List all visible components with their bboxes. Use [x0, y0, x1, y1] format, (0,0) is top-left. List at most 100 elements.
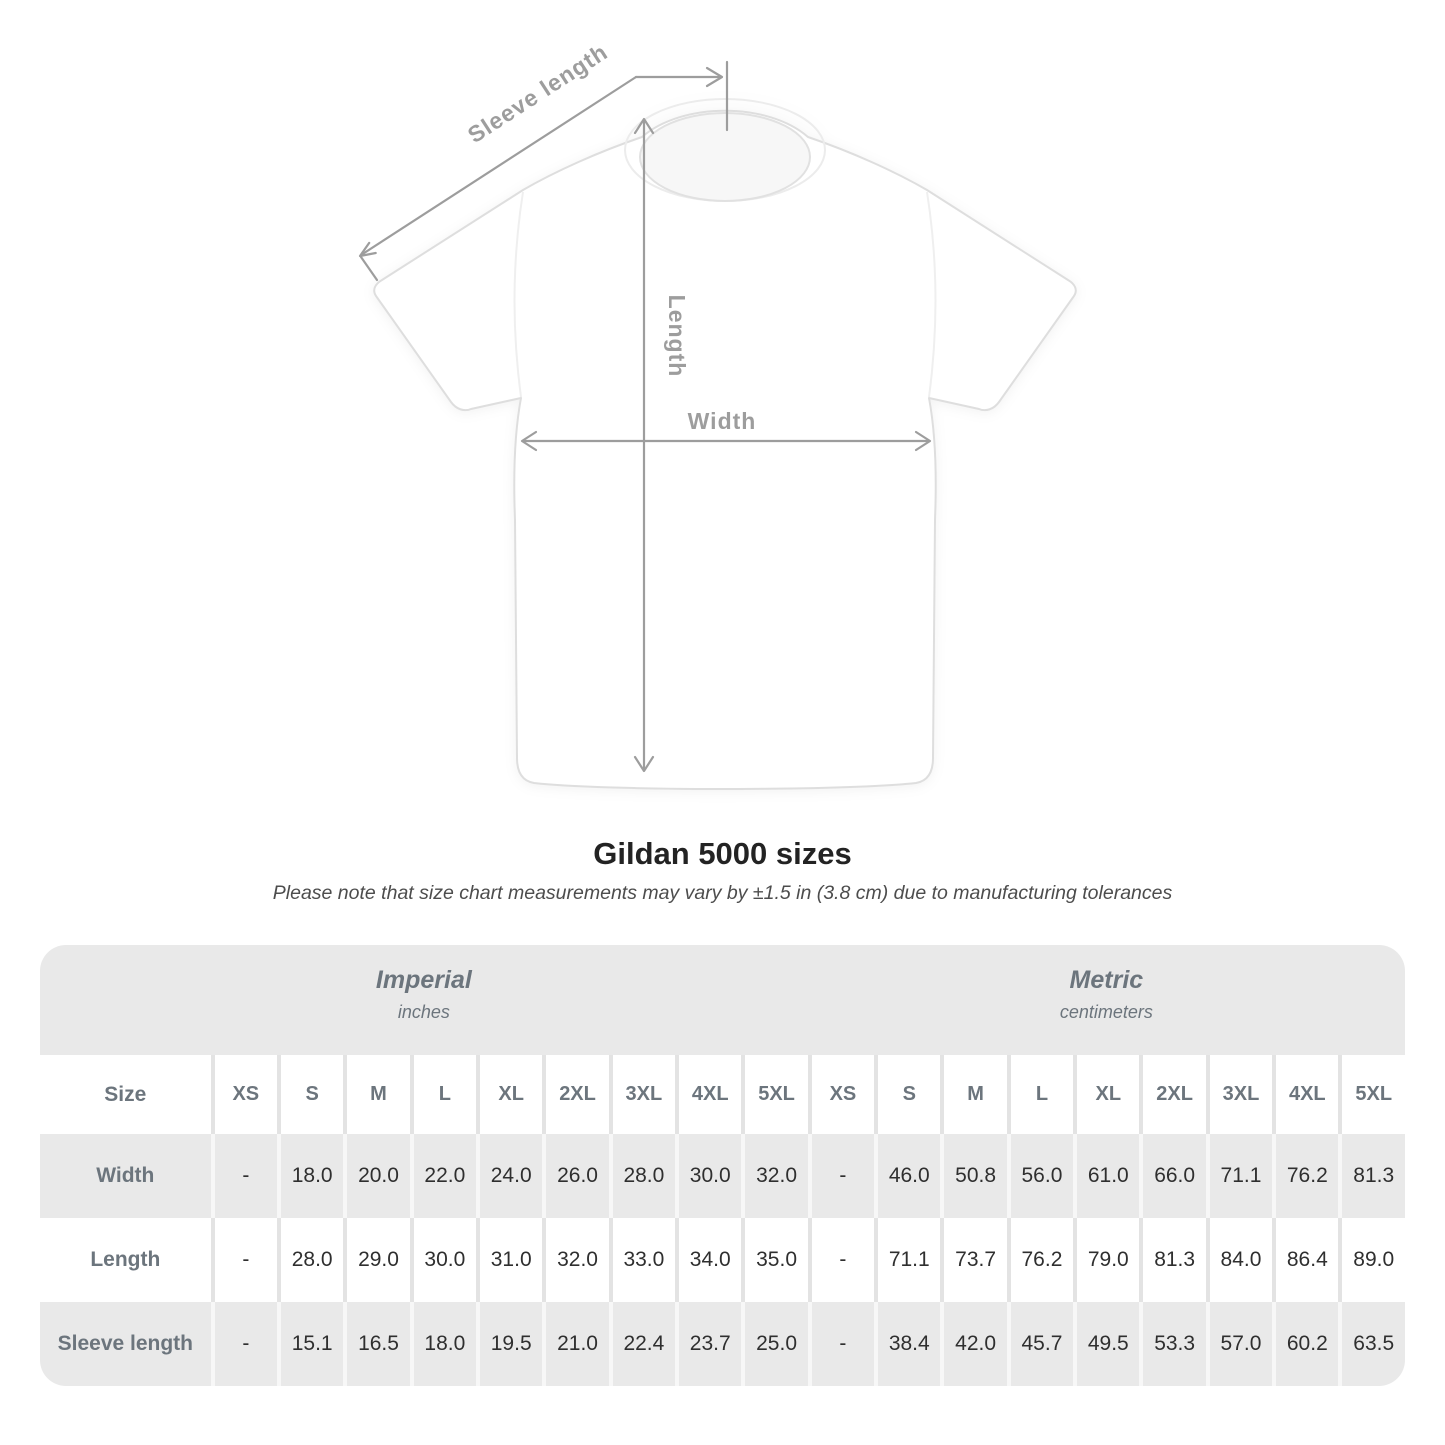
size-header-metric-5xl: 5XL	[1338, 1055, 1405, 1134]
size-header-imperial-l: L	[409, 1055, 477, 1134]
table-cell: 20.0	[343, 1134, 410, 1218]
table-cell: 57.0	[1205, 1302, 1273, 1386]
tshirt-measurement-diagram: Sleeve length Length Width	[358, 38, 1077, 790]
page-title: Gildan 5000 sizes	[593, 836, 852, 871]
table-cell: 31.0	[476, 1218, 543, 1302]
length-arrow	[633, 117, 655, 773]
imperial-title: Imperial	[375, 966, 472, 994]
table-cell: 60.2	[1272, 1302, 1339, 1386]
row-label-sleeve-length: Sleeve length	[40, 1302, 211, 1386]
size-table: Imperial inches Metric centimeters Size …	[40, 945, 1405, 1386]
size-corner-label: Size	[40, 1055, 211, 1134]
size-header-metric-l: L	[1006, 1055, 1074, 1134]
size-chart-card: Imperial inches Metric centimeters Size …	[40, 945, 1405, 1386]
width-label: Width	[688, 408, 757, 434]
table-cell: -	[210, 1134, 277, 1218]
table-cell: 33.0	[608, 1218, 676, 1302]
table-cell: 16.5	[343, 1302, 410, 1386]
table-cell: 81.3	[1139, 1218, 1206, 1302]
size-header-metric-s: S	[874, 1055, 941, 1134]
size-header-metric-m: M	[940, 1055, 1007, 1134]
imperial-unit: inches	[397, 1002, 450, 1022]
table-cell: 56.0	[1006, 1134, 1074, 1218]
sleeve-length-label: Sleeve length	[463, 38, 612, 148]
table-cell: 28.0	[276, 1218, 344, 1302]
size-header-metric-3xl: 3XL	[1205, 1055, 1273, 1134]
size-header-imperial-2xl: 2XL	[542, 1055, 609, 1134]
table-row-length: Length - 28.0 29.0 30.0 31.0 32.0 33.0 3…	[40, 1218, 1405, 1302]
table-cell: 81.3	[1338, 1134, 1405, 1218]
left-armhole-seam	[513, 191, 524, 398]
title-block: Gildan 5000 sizes Please note that size …	[0, 836, 1445, 905]
table-cell: 34.0	[675, 1218, 742, 1302]
tshirt-shape	[373, 98, 1077, 790]
table-cell: 73.7	[940, 1218, 1007, 1302]
table-cell: 25.0	[741, 1302, 808, 1386]
table-cell: -	[807, 1302, 875, 1386]
size-header-metric-xl: XL	[1073, 1055, 1140, 1134]
table-cell: 29.0	[343, 1218, 410, 1302]
metric-title: Metric	[1069, 966, 1144, 994]
table-cell: 45.7	[1006, 1302, 1074, 1386]
table-cell: 28.0	[608, 1134, 676, 1218]
table-cell: 22.4	[608, 1302, 676, 1386]
size-header-imperial-m: M	[343, 1055, 410, 1134]
table-cell: 53.3	[1139, 1302, 1206, 1386]
table-cell: 66.0	[1139, 1134, 1206, 1218]
table-cell: 22.0	[409, 1134, 477, 1218]
size-header-metric-xs: XS	[807, 1055, 875, 1134]
table-cell: -	[210, 1218, 277, 1302]
width-arrow	[520, 430, 932, 452]
table-cell: 38.4	[874, 1302, 941, 1386]
table-cell: 84.0	[1205, 1218, 1273, 1302]
table-cell: 49.5	[1073, 1302, 1140, 1386]
size-header-imperial-4xl: 4XL	[675, 1055, 742, 1134]
table-cell: 35.0	[741, 1218, 808, 1302]
table-cell: -	[210, 1302, 277, 1386]
table-cell: 19.5	[476, 1302, 543, 1386]
size-header-row: Size XS S M L XL 2XL 3XL 4XL 5XL XS S M …	[40, 1055, 1405, 1134]
table-cell: 79.0	[1073, 1218, 1140, 1302]
size-header-imperial-3xl: 3XL	[608, 1055, 676, 1134]
table-cell: 24.0	[476, 1134, 543, 1218]
size-header-imperial-xl: XL	[476, 1055, 543, 1134]
table-cell: 32.0	[741, 1134, 808, 1218]
table-cell: 63.5	[1338, 1302, 1405, 1386]
table-cell: 76.2	[1272, 1134, 1339, 1218]
table-cell: 76.2	[1006, 1218, 1074, 1302]
table-cell: 26.0	[542, 1134, 609, 1218]
size-header-metric-2xl: 2XL	[1139, 1055, 1206, 1134]
length-label: Length	[664, 295, 690, 378]
page-subtitle: Please note that size chart measurements…	[272, 882, 1173, 904]
table-cell: 46.0	[874, 1134, 941, 1218]
right-armhole-seam	[926, 191, 937, 398]
table-cell: 50.8	[940, 1134, 1007, 1218]
table-cell: 89.0	[1338, 1218, 1405, 1302]
size-header-imperial-s: S	[276, 1055, 344, 1134]
table-cell: 18.0	[409, 1302, 477, 1386]
table-cell: 42.0	[940, 1302, 1007, 1386]
collar-opening	[639, 112, 811, 202]
metric-band: Metric centimeters	[807, 945, 1405, 1055]
sleeve-length-arrow	[358, 60, 729, 282]
table-cell: 61.0	[1073, 1134, 1140, 1218]
size-header-imperial-5xl: 5XL	[741, 1055, 808, 1134]
units-band-row: Imperial inches Metric centimeters	[40, 945, 1405, 1055]
table-row-sleeve-length: Sleeve length - 15.1 16.5 18.0 19.5 21.0…	[40, 1302, 1405, 1386]
row-label-length: Length	[40, 1218, 211, 1302]
table-cell: 86.4	[1272, 1218, 1339, 1302]
table-cell: 71.1	[874, 1218, 941, 1302]
table-cell: 21.0	[542, 1302, 609, 1386]
table-cell: 23.7	[675, 1302, 742, 1386]
row-label-width: Width	[40, 1134, 211, 1218]
table-cell: 15.1	[276, 1302, 344, 1386]
table-cell: 18.0	[276, 1134, 344, 1218]
imperial-band: Imperial inches	[40, 945, 808, 1055]
tshirt-illustration: Sleeve length Length Width	[358, 38, 1077, 790]
table-cell: 30.0	[409, 1218, 477, 1302]
table-cell: 30.0	[675, 1134, 742, 1218]
size-header-imperial-xs: XS	[210, 1055, 277, 1134]
table-cell: -	[807, 1134, 875, 1218]
table-cell: -	[807, 1218, 875, 1302]
table-cell: 71.1	[1205, 1134, 1273, 1218]
